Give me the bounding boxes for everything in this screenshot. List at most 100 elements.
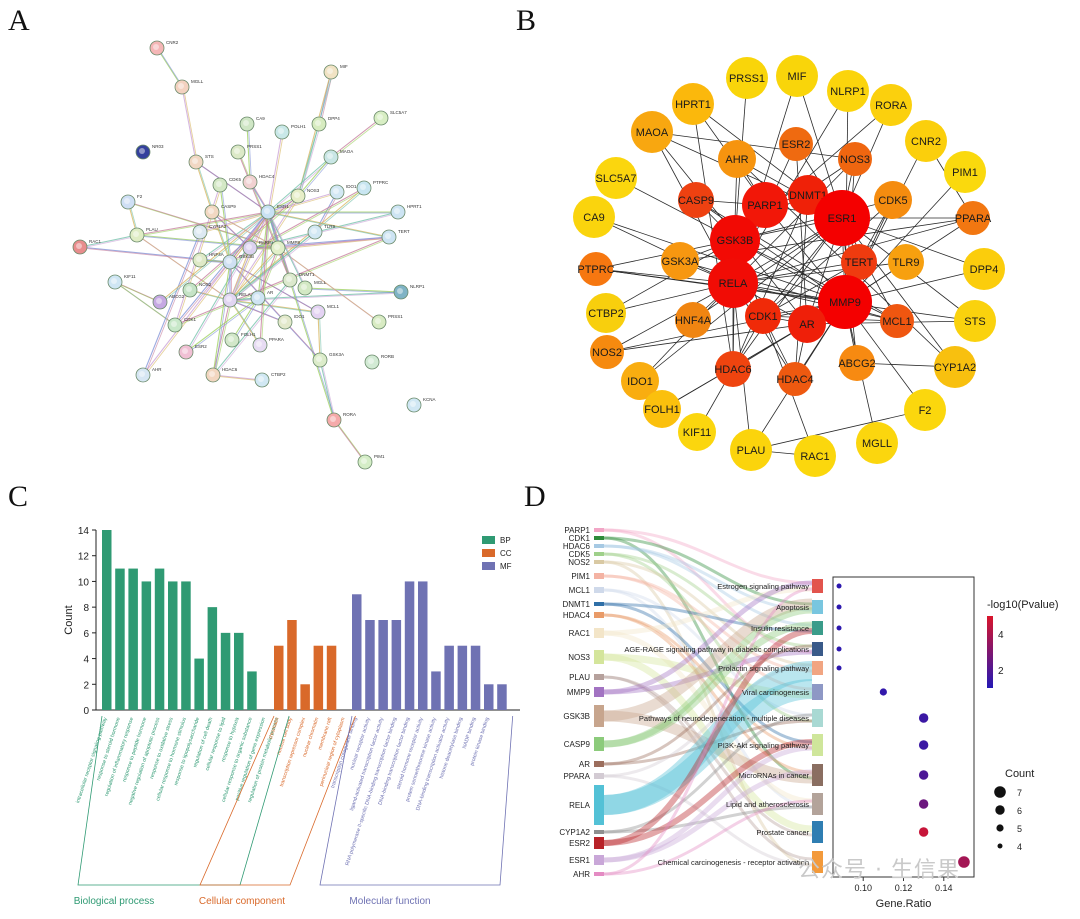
network-b-node-label: HDAC6 — [714, 364, 751, 376]
network-b-node-circle — [710, 215, 760, 265]
network-a-node: GSK3A — [312, 352, 344, 368]
network-a-node: PRSS1 — [371, 314, 403, 330]
network-a-node: NR03 — [135, 144, 164, 160]
d-sankey-flow — [603, 653, 813, 699]
network-a-edge — [211, 211, 231, 263]
network-a-node-label: RAC1 — [89, 239, 102, 244]
d-sankey-flow — [603, 544, 813, 627]
network-a-edge — [330, 117, 382, 158]
network-a-node-highlight — [368, 358, 374, 364]
network-a-edge — [129, 202, 280, 250]
d-x-tick-label: 0.10 — [854, 883, 872, 893]
panel-label-a: A — [8, 4, 30, 37]
network-a-edge — [212, 299, 231, 376]
network-a-node-circle — [239, 116, 255, 132]
d-sankey-flow — [603, 661, 813, 815]
network-a-node-highlight — [327, 68, 333, 74]
network-b-node-circle — [708, 258, 758, 308]
network-a-edge — [214, 300, 232, 377]
network-a-node-highlight — [243, 120, 249, 126]
d-sankey-flow — [603, 536, 813, 780]
network-a-edge — [174, 236, 390, 326]
network-a-node-label: FOLH1 — [241, 332, 256, 337]
network-a-node-label: MAOA — [340, 149, 353, 154]
d-sankey-flow — [603, 574, 813, 691]
network-a-edge — [212, 279, 291, 376]
network-b-node-circle — [954, 300, 996, 342]
c-y-axis-label: Count — [63, 605, 75, 634]
network-a-node-label: AR — [267, 290, 274, 295]
d-sankey-flow — [603, 644, 813, 766]
network-a-edge — [144, 232, 202, 377]
network-a-node: CNR2 — [149, 40, 179, 56]
c-bar — [431, 671, 441, 710]
d-sankey-flow — [603, 560, 813, 667]
d-sankey-flow — [603, 630, 813, 804]
network-b-node-label: HPRT1 — [675, 99, 711, 111]
d-gene-bar — [594, 830, 604, 834]
network-a-node: PIM1 — [357, 454, 385, 470]
d-gene-bar — [594, 602, 604, 606]
network-a-edge — [333, 419, 366, 463]
network-a-edge — [229, 195, 299, 301]
d-pathway-label: Viral carcinogenesis — [742, 688, 809, 697]
c-bar — [352, 594, 362, 710]
network-b-node: MMP9 — [818, 275, 872, 329]
c-legend-label: MF — [500, 562, 512, 571]
d-gene-bar — [594, 872, 604, 876]
network-b-node-label: CYP1A2 — [934, 362, 976, 374]
network-a-node-label: MMP9 — [287, 240, 300, 245]
network-a-edge — [231, 262, 320, 314]
d-pathway-bar — [812, 793, 823, 815]
network-a-edge — [306, 288, 403, 294]
network-b-node: PPARA — [955, 201, 992, 235]
d-gene-label: MCL1 — [569, 586, 591, 595]
d-gene-bar — [594, 687, 604, 697]
network-a-edge — [248, 124, 252, 184]
network-a-node: RAC1 — [72, 239, 102, 255]
d-gene-label: HDAC6 — [563, 542, 591, 551]
network-a-node-highlight — [316, 356, 322, 362]
d-gene-bar — [594, 552, 604, 556]
network-a-node: CYP1A2 — [192, 224, 227, 240]
d-gene-label: ESR2 — [569, 839, 590, 848]
network-a-edge — [176, 212, 270, 327]
d-x-tick-label: 0.12 — [895, 883, 913, 893]
network-a-edge — [116, 282, 177, 327]
network-a-node-label: NLRP1 — [410, 284, 425, 289]
panel-label-b: B — [516, 4, 537, 37]
network-a-node-circle — [254, 372, 270, 388]
d-sankey-flow — [603, 649, 813, 695]
network-b-node: HDAC6 — [714, 351, 752, 387]
network-a-node-highlight — [315, 120, 321, 126]
network-b-node-label: AHR — [725, 154, 748, 166]
network-a-node-circle — [129, 227, 145, 243]
network-a-edge — [187, 298, 260, 354]
network-a-node-highlight — [111, 278, 117, 284]
d-sankey-flow — [603, 588, 813, 809]
network-b-node-circle — [726, 57, 768, 99]
network-b-node-label: FOLH1 — [644, 404, 679, 416]
network-a-node: CTBP2 — [254, 372, 286, 388]
network-b-node-label: MIF — [788, 71, 807, 83]
network-b-node: CNR2 — [905, 120, 947, 162]
network-a-edge — [136, 211, 269, 236]
network-a-node: PPARA — [252, 337, 284, 353]
network-a-node-circle — [310, 304, 326, 320]
d-gene-label: RAC1 — [569, 629, 591, 638]
network-b-node: CA9 — [573, 196, 615, 238]
network-b-edge — [762, 199, 894, 317]
network-a-edge — [297, 123, 320, 197]
c-y-tick-label: 10 — [78, 577, 90, 588]
network-a-node-label: F2 — [137, 194, 143, 199]
panel-label-c: C — [8, 480, 29, 513]
network-a-node-highlight — [360, 184, 366, 190]
network-a-node-highlight — [314, 308, 320, 314]
network-a-node-label: PRSS1 — [388, 314, 403, 319]
network-a-node-circle — [357, 454, 373, 470]
network-b-node-label: RORA — [875, 100, 907, 112]
network-b-node-circle — [956, 201, 990, 235]
d-gene-label: PIM1 — [571, 572, 590, 581]
network-b-node-label: PPARA — [955, 213, 992, 225]
network-b-node: PTPRC — [577, 252, 615, 286]
